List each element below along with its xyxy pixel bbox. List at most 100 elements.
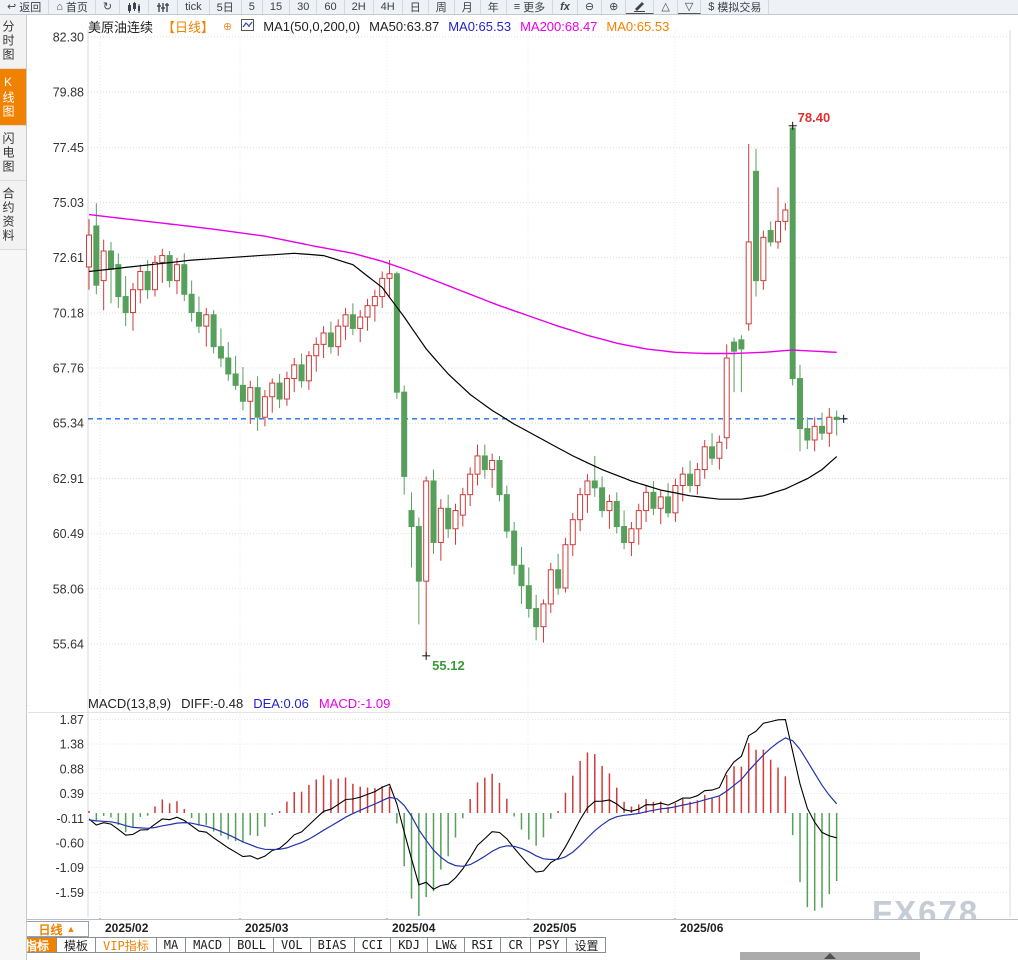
tab-cr[interactable]: CR xyxy=(501,937,531,953)
period-15m-label: 15 xyxy=(269,1,283,13)
period-60m-label: 60 xyxy=(324,1,337,13)
tab-vip-indicator[interactable]: VIP指标 xyxy=(96,937,157,953)
period-selector[interactable]: 日线 ▲ xyxy=(25,921,89,937)
main-y-axis-label: 62.91 xyxy=(53,472,84,486)
triangle-down-icon: ▽ xyxy=(684,0,694,13)
period-week-label: 周 xyxy=(435,2,447,14)
draw-button[interactable] xyxy=(626,0,655,14)
macd-macd-value: MACD:-1.09 xyxy=(318,696,391,711)
tab-macd[interactable]: MACD xyxy=(186,937,231,953)
sidebar-item-kline[interactable]: K线图 xyxy=(0,69,26,126)
panel-resize-handle[interactable] xyxy=(740,952,920,960)
tab-vol[interactable]: VOL xyxy=(273,937,311,953)
main-y-axis-label: 70.18 xyxy=(53,306,84,320)
tab-ma[interactable]: MA xyxy=(156,937,187,953)
candlesticks xyxy=(86,125,840,656)
period-label[interactable]: 【日线】 xyxy=(162,20,215,35)
tab-lw[interactable]: LW& xyxy=(427,937,465,953)
ma50-value: MA50:63.87 xyxy=(369,19,440,34)
main-y-axis-label: 55.64 xyxy=(53,637,84,651)
macd-dea-value: DEA:0.06 xyxy=(253,696,309,711)
sidebar-item-contract-info[interactable]: 合约资料 xyxy=(0,181,26,250)
period-5d[interactable]: 5日 xyxy=(210,0,242,14)
sidebar-item-lightning[interactable]: 闪电图 xyxy=(0,126,26,181)
tab-bias[interactable]: BIAS xyxy=(310,937,355,953)
period-day[interactable]: 日 xyxy=(403,0,429,14)
sim-trade-button[interactable]: $ 模拟交易 xyxy=(701,0,770,14)
ma0-blue-value: MA0:65.53 xyxy=(448,19,512,34)
period-tick[interactable]: tick xyxy=(178,0,210,14)
ma-indicator-icon[interactable] xyxy=(241,19,255,34)
period-month-label: 月 xyxy=(461,2,473,14)
back-button[interactable]: ↩ 返回 xyxy=(0,0,50,14)
period-4h[interactable]: 4H xyxy=(374,0,403,14)
macd-title: MACD(13,8,9) xyxy=(88,696,172,711)
low-marker xyxy=(422,651,431,660)
period-15m[interactable]: 15 xyxy=(263,0,291,14)
more-button[interactable]: ≡ 更多 xyxy=(507,0,554,14)
period-2h[interactable]: 2H xyxy=(345,0,374,14)
main-y-axis-label: 60.49 xyxy=(53,527,84,541)
zoom-in-button[interactable]: ⊕ xyxy=(602,0,627,14)
tab-indicator[interactable]: 指标 xyxy=(17,937,58,953)
macd-panel xyxy=(88,719,838,916)
main-y-axis-label: 82.30 xyxy=(53,31,84,45)
period-day-label: 日 xyxy=(409,2,421,14)
high-marker xyxy=(788,121,797,130)
resize-arrow-icon xyxy=(824,953,836,959)
period-5m-label: 5 xyxy=(248,1,255,13)
tab-rsi[interactable]: RSI xyxy=(464,937,502,953)
period-tick-label: tick xyxy=(185,1,202,13)
tab-cci[interactable]: CCI xyxy=(354,937,392,953)
tab-boll[interactable]: BOLL xyxy=(230,937,274,953)
zoom-out-button[interactable]: ⊖ xyxy=(578,0,603,14)
tab-template[interactable]: 模板 xyxy=(57,937,97,953)
ma0-orange-value: MA0:65.53 xyxy=(606,19,670,34)
period-5m[interactable]: 5 xyxy=(242,0,263,14)
tab-settings[interactable]: 设置 xyxy=(567,937,607,953)
period-week[interactable]: 周 xyxy=(429,0,455,14)
refresh-button[interactable]: ↻ xyxy=(96,0,121,14)
x-axis-date: 2025/05 xyxy=(533,921,577,935)
kline-view-button[interactable] xyxy=(120,0,150,14)
buy-mark-button[interactable]: △ xyxy=(654,0,678,14)
sidebar-item-timeshare[interactable]: 分时图 xyxy=(0,14,26,69)
period-60m[interactable]: 60 xyxy=(317,0,345,14)
sim-trade-button-label: 模拟交易 xyxy=(717,2,762,14)
home-button[interactable]: ⌂ 首页 xyxy=(49,0,96,14)
kline-icon xyxy=(127,1,141,13)
chart-layers: 82.30 79.88 77.45 75.03 72.61 70.18 67.76 65.34… xyxy=(28,30,1011,923)
triangle-up-icon: △ xyxy=(661,1,670,13)
main-chart-header: 美原油连续 【日线】 ⊕ MA1(50,0,200,0) MA50:63.87 … xyxy=(88,19,670,35)
top-toolbar: ↩ 返回 ⌂ 首页 ↻ tick 5日 5 15 30 60 2H 4H 日周月年 ≡ 更多 fx ⊖ ⊕ △ ▽ $ 模拟… xyxy=(0,0,1018,15)
ma-settings-label: MA1(50,0,200,0) xyxy=(263,19,361,34)
main-y-axis-label: 65.34 xyxy=(53,417,84,431)
indicator-icon xyxy=(156,2,170,13)
period-2h-label: 2H xyxy=(351,1,366,13)
fx-icon: fx xyxy=(560,1,570,13)
chart-type-sidebar: 分时图 K线图 闪电图 合约资料 xyxy=(0,14,27,960)
macd-y-axis-label: -1.09 xyxy=(56,861,85,875)
expand-icon[interactable]: ⊕ xyxy=(223,21,233,33)
macd-diff-value: DIFF:-0.48 xyxy=(181,696,244,711)
macd-y-axis-label: 1.38 xyxy=(60,738,84,752)
period-year[interactable]: 年 xyxy=(481,0,507,14)
x-axis-date: 2025/06 xyxy=(680,921,724,935)
period-year-label: 年 xyxy=(487,2,499,14)
period-30m[interactable]: 30 xyxy=(290,0,318,14)
ma200-line xyxy=(88,213,837,355)
chevron-up-icon: ▲ xyxy=(66,924,76,934)
back-button-label: 返回 xyxy=(19,2,42,14)
menu-icon: ≡ xyxy=(513,1,521,13)
tab-kdj[interactable]: KDJ xyxy=(391,937,428,953)
tab-psy[interactable]: PSY xyxy=(530,937,568,953)
fx-button[interactable]: fx xyxy=(553,0,578,14)
zoom-in-icon: ⊕ xyxy=(609,1,619,13)
sell-mark-button[interactable]: ▽ xyxy=(677,0,702,14)
period-month[interactable]: 月 xyxy=(455,0,481,14)
high-annotation: 78.40 xyxy=(798,110,831,125)
home-icon: ⌂ xyxy=(56,1,63,13)
home-button-label: 首页 xyxy=(65,2,88,14)
indicator-view-button[interactable] xyxy=(149,0,179,14)
